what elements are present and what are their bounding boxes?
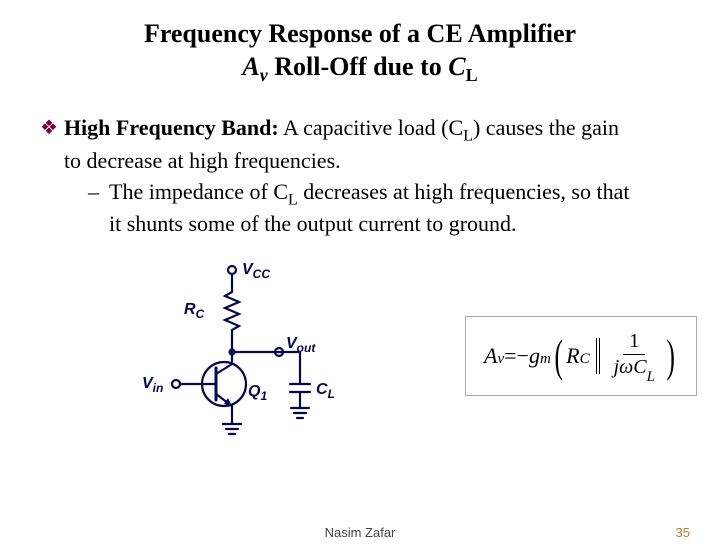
- svg-text:Q1: Q1: [248, 383, 267, 403]
- eq-num: 1: [623, 329, 645, 355]
- dash-icon: –: [88, 178, 99, 238]
- eq-rparen: ): [666, 333, 674, 379]
- svg-text:CL: CL: [316, 381, 335, 401]
- diamond-icon: ❖: [40, 116, 58, 174]
- content-area: ❖ High Frequency Band: A capacitive load…: [40, 114, 680, 456]
- bullet-line2: to decrease at high frequencies.: [64, 148, 341, 173]
- title-line2: Av Roll-Off due to CL: [0, 51, 720, 87]
- eq-den: jωCL: [608, 355, 661, 384]
- svg-text:VCC: VCC: [242, 261, 270, 281]
- eq-m: m: [540, 350, 551, 369]
- sub-a: The impedance of: [109, 179, 273, 204]
- title-CL-C: C: [448, 52, 465, 81]
- footer-author: Nasim Zafar: [0, 525, 720, 540]
- sub-b: decreases at high frequencies, so that: [298, 179, 630, 204]
- eq-v: v: [497, 350, 504, 369]
- title-Av-sub: v: [260, 65, 268, 85]
- title-line1: Frequency Response of a CE Amplifier: [0, 18, 720, 51]
- equation-box: Av = − gm ( RC 1 jωCL ): [465, 316, 697, 397]
- title-CL-L: L: [466, 65, 478, 85]
- sub-bullet: – The impedance of CL decreases at high …: [88, 178, 680, 238]
- eq-A: A: [484, 342, 497, 370]
- bullet-text: High Frequency Band: A capacitive load (…: [64, 114, 680, 174]
- bullet-C: C: [449, 115, 464, 140]
- figure-area: VCC RC Vout Vin Q1 CL Av = − gm ( RC 1 j…: [40, 256, 680, 456]
- bullet-t1: A capacitive load (: [279, 115, 449, 140]
- bullet-t2: ) causes the gain: [473, 115, 619, 140]
- svg-text:Vin: Vin: [142, 375, 163, 395]
- circuit-diagram: VCC RC Vout Vin Q1 CL: [140, 256, 350, 456]
- eq-fraction: 1 jωCL: [608, 329, 661, 384]
- sub-c: it shunts some of the output current to …: [109, 211, 517, 236]
- svg-text:RC: RC: [184, 301, 205, 321]
- eq-RC: C: [580, 350, 590, 369]
- title-Av: A: [242, 52, 259, 81]
- slide-title: Frequency Response of a CE Amplifier Av …: [0, 18, 720, 86]
- parallel-icon: [596, 338, 600, 374]
- eq-lparen: (: [554, 333, 562, 379]
- bullet-L: L: [463, 128, 473, 145]
- eq-eq: =: [504, 342, 516, 370]
- title-mid: Roll-Off due to: [268, 52, 449, 81]
- main-bullet: ❖ High Frequency Band: A capacitive load…: [40, 114, 680, 174]
- sub-C: C: [273, 179, 288, 204]
- eq-g: g: [529, 342, 540, 370]
- sub-bullet-text: The impedance of CL decreases at high fr…: [109, 178, 629, 238]
- bullet-lead: High Frequency Band:: [64, 115, 279, 140]
- eq-minus: −: [517, 342, 529, 370]
- sub-L: L: [288, 191, 298, 208]
- eq-R: R: [566, 342, 579, 370]
- page-number: 35: [676, 525, 690, 540]
